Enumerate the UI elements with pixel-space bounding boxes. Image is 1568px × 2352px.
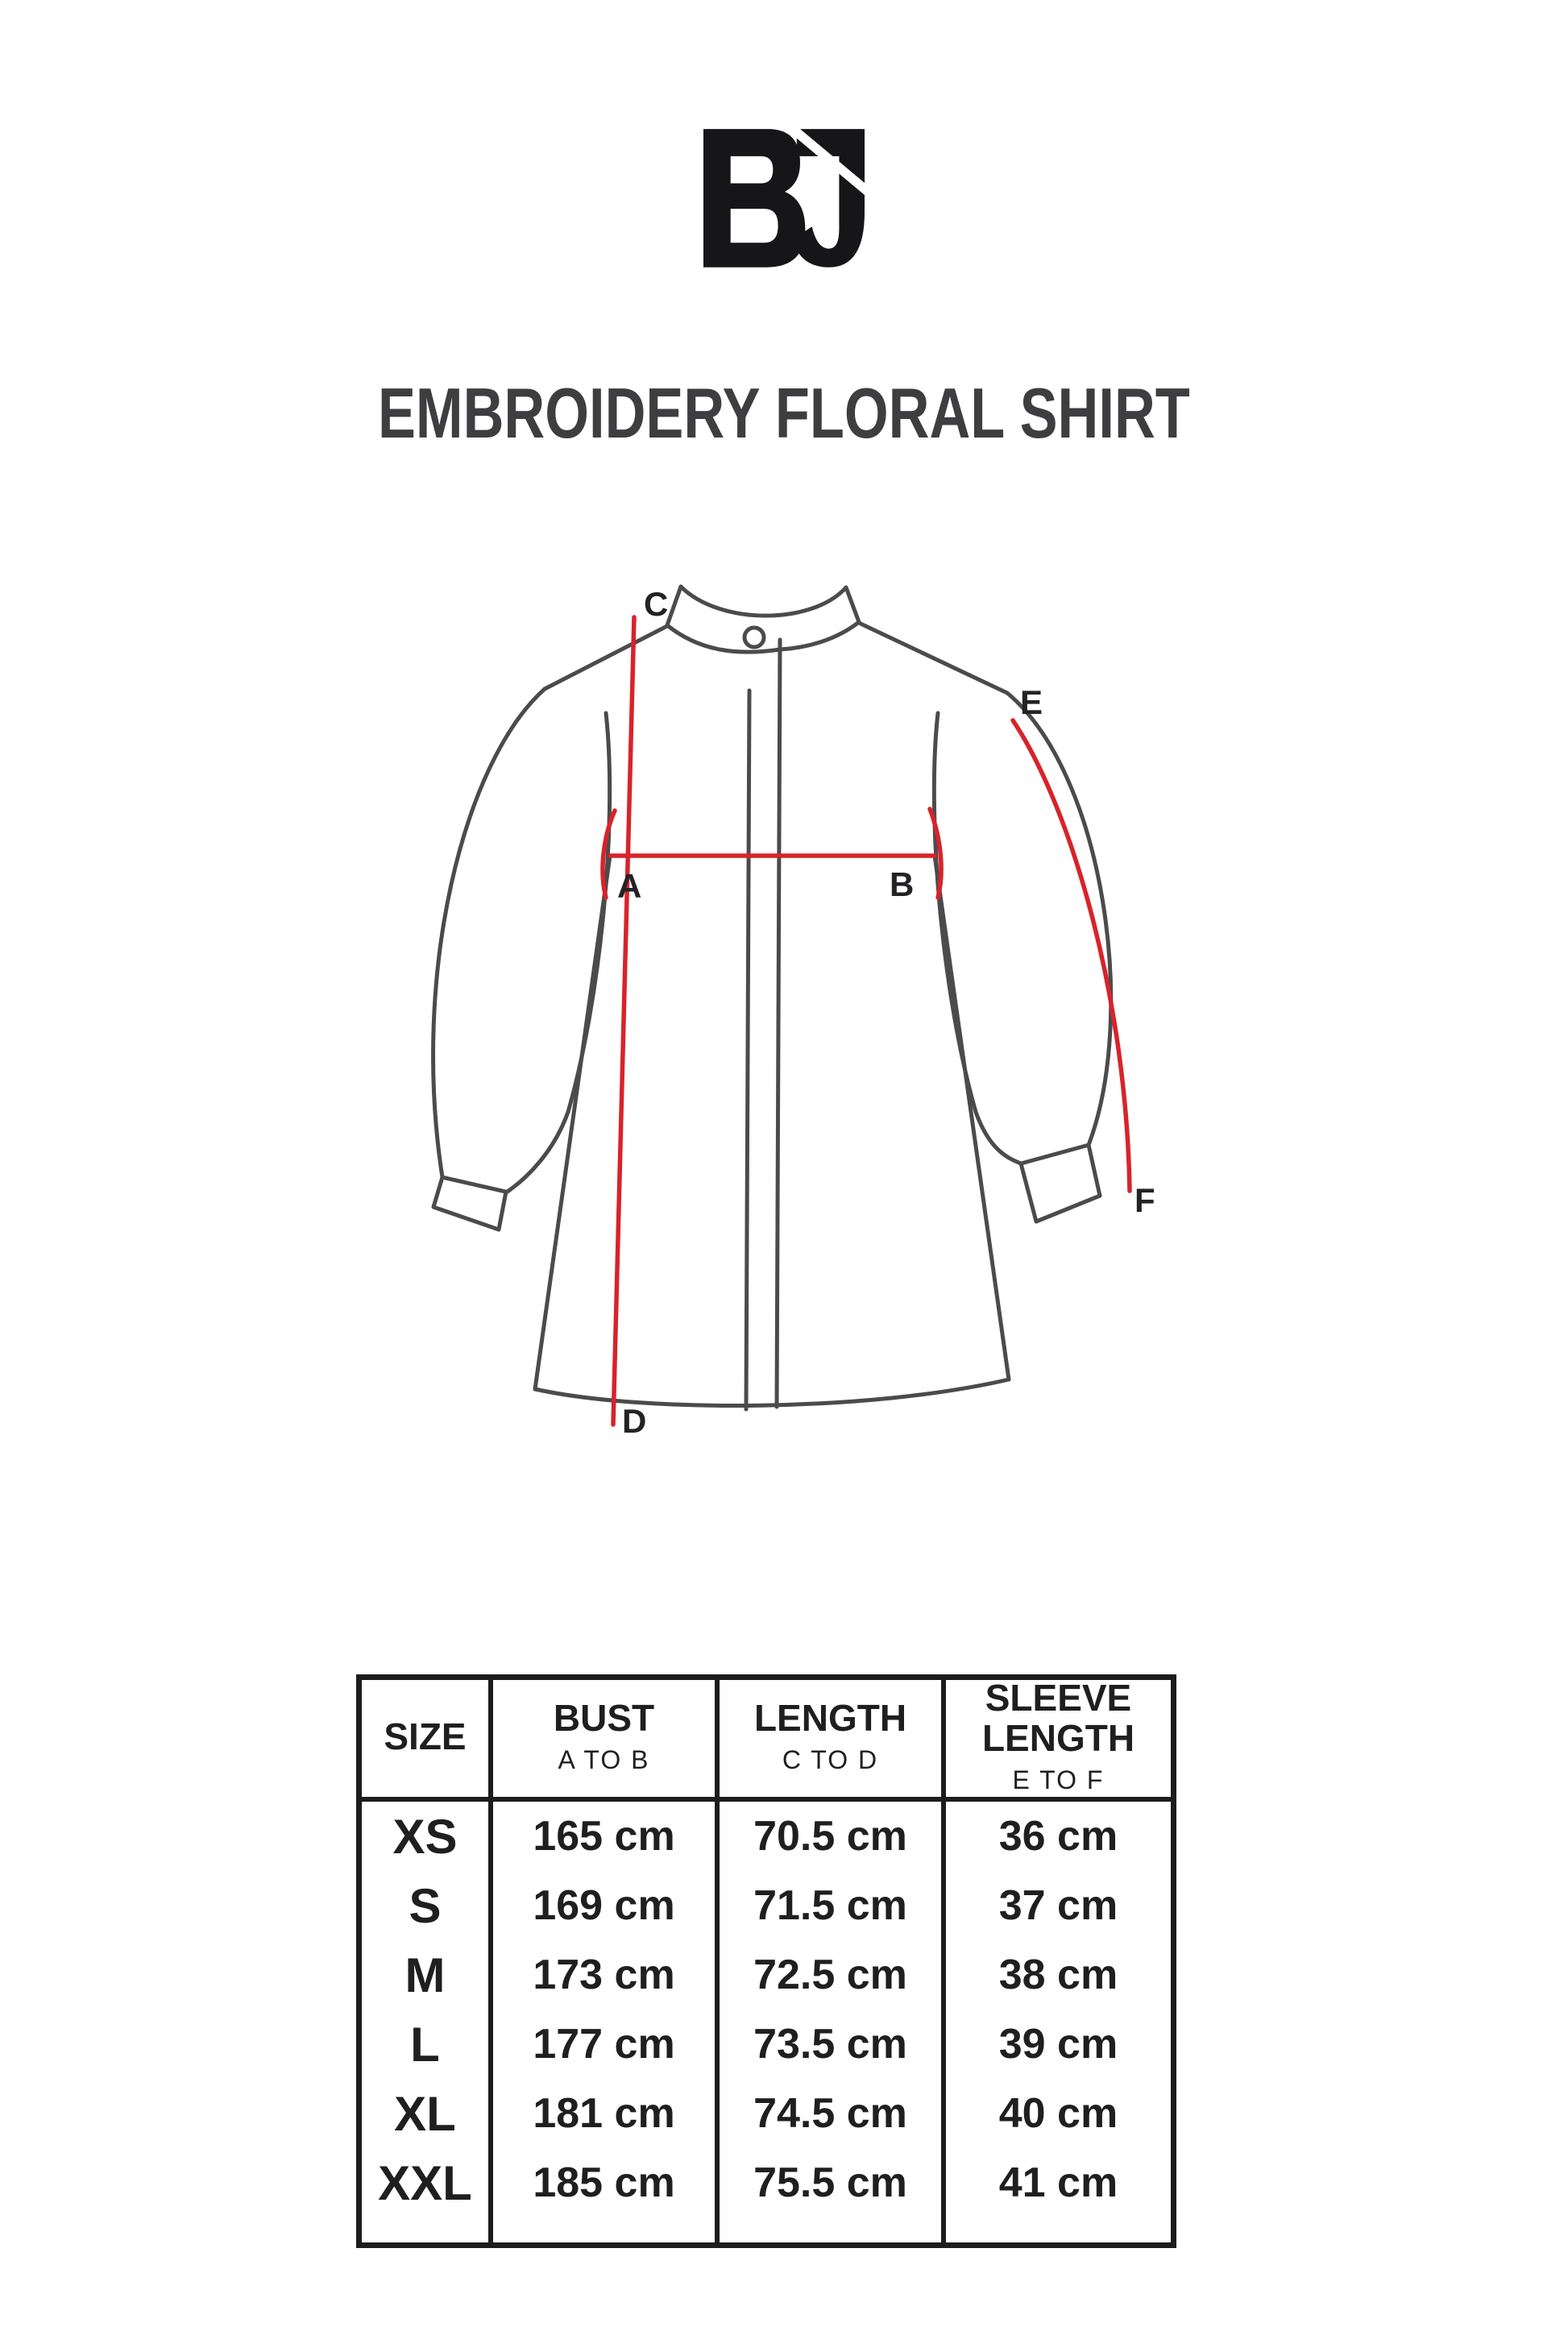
- label-f: F: [1135, 1181, 1155, 1219]
- table-row: XL: [362, 2079, 493, 2148]
- label-b: B: [890, 865, 914, 903]
- label-a: A: [617, 867, 641, 905]
- page-title: EMBROIDERY FLORAL SHIRT: [378, 373, 1190, 453]
- length-value: 73.5 cm: [720, 2010, 946, 2079]
- length-value: 71.5 cm: [720, 1871, 946, 1940]
- right-sleeve: [1005, 691, 1114, 1147]
- column-header-sleeve-length: SLEEVE LENGTH E TO F: [946, 1678, 1171, 1802]
- length-line-c-d: [611, 615, 637, 1427]
- right-cuff: [1018, 1143, 1102, 1224]
- table-row: L: [362, 2010, 493, 2079]
- table-filler: [493, 2217, 720, 2242]
- length-value: 75.5 cm: [720, 2148, 946, 2217]
- placket-line-right: [774, 637, 782, 1409]
- shirt-outline: [431, 584, 1114, 1412]
- left-sleeve: [431, 687, 547, 1180]
- armpit-tick-right: [927, 807, 944, 900]
- table-row: S: [362, 1871, 493, 1940]
- hem: [533, 1377, 1011, 1408]
- label-c: C: [644, 585, 668, 623]
- sleeve-length-value: 37 cm: [998, 1882, 1118, 1929]
- sleeve-line-e-f: [1010, 718, 1132, 1193]
- bust-value: 177 cm: [493, 2010, 720, 2079]
- label-d: D: [622, 1402, 646, 1440]
- bust-value: 169 cm: [493, 1871, 720, 1940]
- table-filler: [946, 2217, 1171, 2242]
- sleeve-length-value: 38 cm: [998, 1952, 1118, 1998]
- bust-value: 173 cm: [493, 1940, 720, 2010]
- column-header-length: LENGTH C TO D: [720, 1680, 946, 1802]
- column-header-bust: BUST A TO B: [493, 1680, 720, 1802]
- measurement-labels: A B C D E F: [617, 585, 1155, 1440]
- logo-letter-b: [703, 129, 806, 268]
- garment-diagram: A B C D E F: [431, 584, 1155, 1440]
- table-row: M: [362, 1940, 493, 2010]
- bust-value: 181 cm: [493, 2079, 720, 2148]
- bust-value: 185 cm: [493, 2148, 720, 2217]
- table-filler: [362, 2217, 493, 2242]
- collar-button: [742, 625, 766, 649]
- sleeve-length-value: 36 cm: [998, 1813, 1118, 1860]
- armpit-tick-left: [600, 808, 617, 900]
- table-filler: [720, 2217, 946, 2242]
- measurement-lines: [600, 615, 1132, 1427]
- length-value: 70.5 cm: [720, 1802, 946, 1871]
- length-value: 72.5 cm: [720, 1940, 946, 2010]
- table-row: XXL: [362, 2148, 493, 2217]
- left-cuff: [431, 1175, 508, 1232]
- brand-logo-bj: [703, 129, 865, 268]
- placket-line-left: [744, 688, 752, 1412]
- sleeve-length-value: 40 cm: [998, 2090, 1118, 2137]
- sleeve-length-value: 41 cm: [998, 2159, 1118, 2206]
- column-header-size: SIZE: [362, 1680, 493, 1802]
- label-e: E: [1020, 683, 1043, 721]
- size-table: SIZE BUST A TO B LENGTH C TO D SLEEVE LE…: [356, 1674, 1176, 2248]
- logo-letter-j: [792, 129, 865, 268]
- logo-slash: [785, 129, 865, 196]
- length-value: 74.5 cm: [720, 2079, 946, 2148]
- sleeve-length-value: 39 cm: [998, 2021, 1118, 2068]
- table-row: XS: [362, 1802, 493, 1871]
- bust-value: 165 cm: [493, 1802, 720, 1871]
